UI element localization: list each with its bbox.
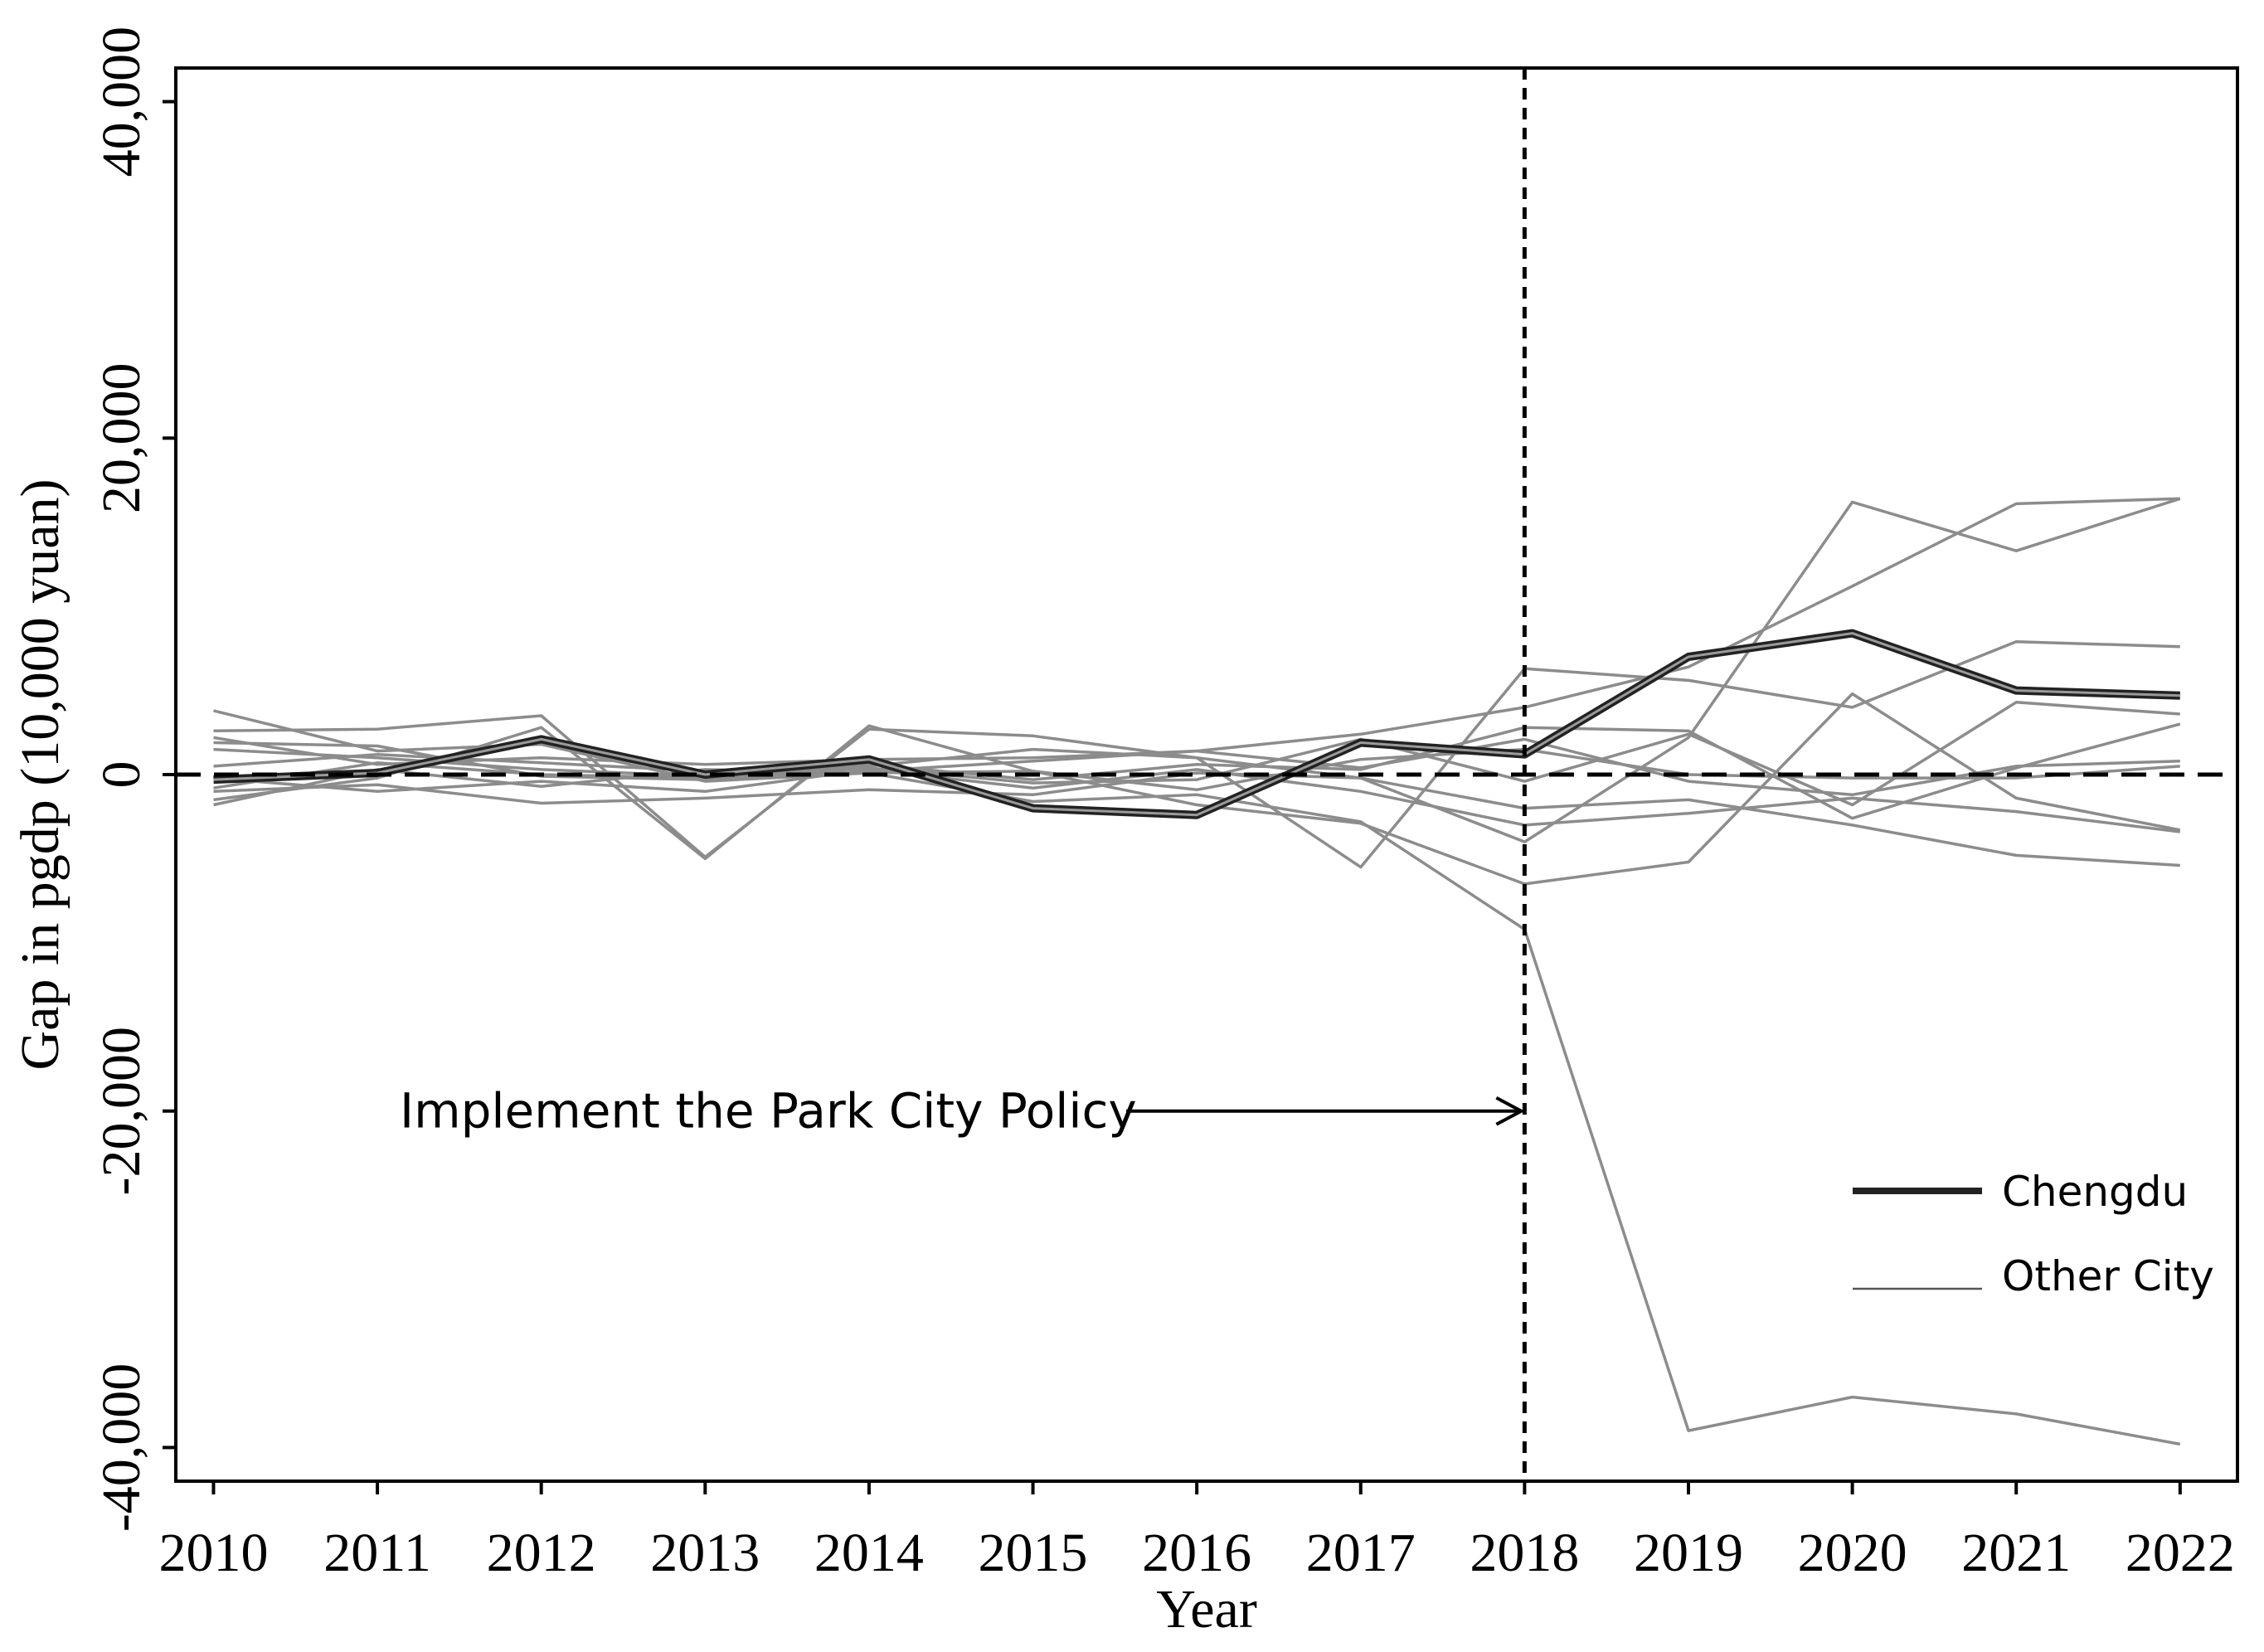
legend: Chengdu Other City xyxy=(1853,1168,2214,1300)
other-city-line-4 xyxy=(213,639,2180,869)
other-city-line-8 xyxy=(213,722,2181,820)
x-tick-label: 2022 xyxy=(2126,1523,2235,1583)
x-tick-label: 2019 xyxy=(1634,1523,1743,1583)
x-tick-label: 2021 xyxy=(1961,1523,2071,1583)
chengdu-line-core xyxy=(213,632,2180,817)
x-tick-label: 2020 xyxy=(1798,1523,1907,1583)
y-axis: -40,000 -20,000 0 20,000 40,000 xyxy=(91,27,176,1532)
other-city-line-2 xyxy=(213,497,2181,859)
other-city-line-11 xyxy=(213,747,2180,807)
other-city-line-1 xyxy=(213,709,2181,1446)
other-city-line-5 xyxy=(213,692,2181,886)
y-axis-title: Gap in pgdp (10,000 yuan) xyxy=(10,479,70,1070)
y-tick-label: 40,000 xyxy=(91,27,152,177)
x-tick-label: 2017 xyxy=(1306,1523,1416,1583)
x-tick-label: 2012 xyxy=(487,1523,596,1583)
x-tick-label: 2011 xyxy=(323,1523,431,1583)
annotation-arrowhead xyxy=(1495,1096,1525,1126)
other-city-line-7 xyxy=(213,771,2180,867)
x-tick-label: 2010 xyxy=(158,1523,268,1583)
other-city-line-9 xyxy=(213,768,2181,833)
reference-lines xyxy=(176,68,2237,1481)
x-axis: 2010 2011 2012 2013 2014 2015 2016 2017 2018 2019… xyxy=(158,1481,2235,1583)
y-tick-label: -40,000 xyxy=(91,1363,152,1532)
policy-annotation: Implement the Park City Policy xyxy=(400,1083,1137,1139)
x-tick-label: 2014 xyxy=(814,1523,924,1583)
x-axis-title: Year xyxy=(1156,1579,1257,1640)
x-tick-label: 2015 xyxy=(979,1523,1088,1583)
x-tick-label: 2018 xyxy=(1470,1523,1579,1583)
series-layer xyxy=(213,497,2181,1446)
legend-chengdu-label: Chengdu xyxy=(2002,1168,2188,1216)
y-tick-label: -20,000 xyxy=(91,1027,152,1195)
other-city-line-10 xyxy=(213,736,2180,797)
legend-other-label: Other City xyxy=(2002,1252,2214,1300)
y-tick-label: 20,000 xyxy=(91,363,152,514)
x-tick-label: 2016 xyxy=(1142,1523,1251,1583)
x-tick-label: 2013 xyxy=(650,1523,760,1583)
y-tick-label: 0 xyxy=(91,761,152,789)
